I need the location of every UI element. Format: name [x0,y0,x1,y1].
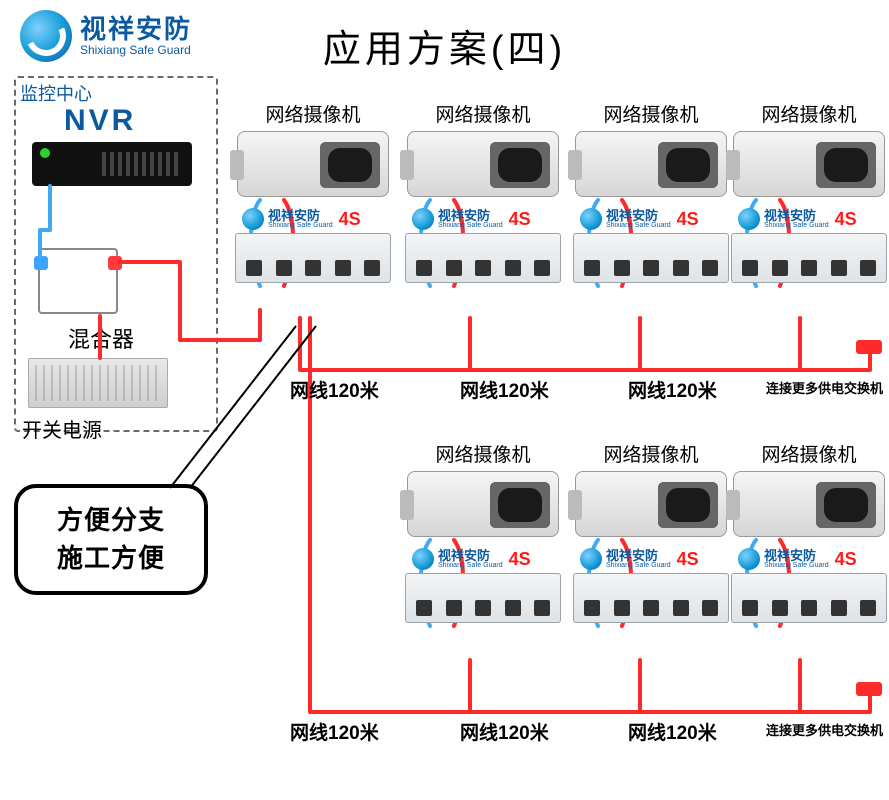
switch-brand: 视祥安防Shixiang Safe Guard 4S [412,548,531,570]
camera-icon [575,131,727,197]
link-label: 网线120米 [290,376,379,403]
brand-logo-icon [738,208,760,230]
cable-end-plug [856,682,882,696]
switch-brand: 视祥安防Shixiang Safe Guard 4S [738,548,857,570]
camera-label: 网络摄像机 [230,100,396,127]
monitoring-center-label: 监控中心 [20,80,92,106]
poe-switch: 视祥安防Shixiang Safe Guard4S [731,233,887,283]
nvr-device [32,142,192,186]
nvr-label: NVR [64,104,136,138]
switch-brand-cn: 视祥安防 [606,549,671,562]
switch-model: 4S [835,209,857,230]
camera-switch-unit: 网络摄像机视祥安防Shixiang Safe Guard 4S [568,100,734,283]
callout-line2: 施工方便 [28,540,194,578]
switch-brand: 视祥安防Shixiang Safe Guard 4S [580,548,699,570]
switch-ports [246,260,380,276]
poe-switch: 视祥安防Shixiang Safe Guard4S [573,233,729,283]
switch-brand-cn: 视祥安防 [438,549,503,562]
camera-switch-unit: 网络摄像机视祥安防Shixiang Safe Guard 4S [726,100,889,283]
camera-label: 网络摄像机 [568,100,734,127]
camera-label: 网络摄像机 [400,440,566,467]
switch-model: 4S [339,209,361,230]
switch-brand-cn: 视祥安防 [438,209,503,222]
switch-brand: 视祥安防Shixiang Safe Guard 4S [738,208,857,230]
camera-icon [237,131,389,197]
brand-logo-icon [412,208,434,230]
page-title: 应用方案(四) [0,18,889,73]
camera-switch-unit: 网络摄像机视祥安防Shixiang Safe Guard 4S [400,440,566,623]
brand-logo-icon [580,548,602,570]
camera-switch-unit: 网络摄像机视祥安防Shixiang Safe Guard 4S [400,100,566,283]
link-label: 网线120米 [460,376,549,403]
cable-end-plug [856,340,882,354]
switch-model: 4S [677,209,699,230]
switch-ports [416,260,550,276]
psu-label: 开关电源 [22,414,102,443]
link-label: 网线120米 [290,718,379,745]
camera-switch-unit: 网络摄像机视祥安防Shixiang Safe Guard 4S [230,100,396,283]
brand-logo-icon [242,208,264,230]
switch-brand-cn: 视祥安防 [606,209,671,222]
camera-icon [575,471,727,537]
poe-switch: 视祥安防Shixiang Safe Guard4S [235,233,391,283]
switch-model: 4S [509,209,531,230]
poe-switch: 视祥安防Shixiang Safe Guard4S [405,233,561,283]
switch-ports [584,260,718,276]
camera-icon [733,131,885,197]
callout-line1: 方便分支 [28,502,194,540]
camera-label: 网络摄像机 [568,440,734,467]
poe-switch: 视祥安防Shixiang Safe Guard4S [405,573,561,623]
brand-logo-icon [580,208,602,230]
brand-logo-icon [412,548,434,570]
switch-model: 4S [509,549,531,570]
camera-label: 网络摄像机 [726,440,889,467]
switch-model: 4S [835,549,857,570]
switch-brand: 视祥安防Shixiang Safe Guard 4S [242,208,361,230]
switch-brand-en: Shixiang Safe Guard [606,562,671,569]
more-switches-label: 连接更多供电交换机 [766,378,883,397]
camera-icon [407,131,559,197]
switch-ports [742,260,876,276]
camera-label: 网络摄像机 [726,100,889,127]
switch-model: 4S [677,549,699,570]
mixer-device [38,248,118,314]
switch-brand-en: Shixiang Safe Guard [438,222,503,229]
poe-switch: 视祥安防Shixiang Safe Guard4S [731,573,887,623]
switch-brand-en: Shixiang Safe Guard [438,562,503,569]
camera-label: 网络摄像机 [400,100,566,127]
link-label: 网线120米 [628,376,717,403]
camera-icon [407,471,559,537]
camera-switch-unit: 网络摄像机视祥安防Shixiang Safe Guard 4S [568,440,734,623]
camera-switch-unit: 网络摄像机视祥安防Shixiang Safe Guard 4S [726,440,889,623]
switch-brand-en: Shixiang Safe Guard [268,222,333,229]
switch-brand-cn: 视祥安防 [764,549,829,562]
switch-brand-en: Shixiang Safe Guard [764,562,829,569]
switch-ports [416,600,550,616]
brand-logo-icon [738,548,760,570]
psu-device [28,358,168,408]
link-label: 网线120米 [628,718,717,745]
switch-brand: 视祥安防Shixiang Safe Guard 4S [412,208,531,230]
switch-brand-en: Shixiang Safe Guard [606,222,671,229]
link-label: 网线120米 [460,718,549,745]
switch-brand: 视祥安防Shixiang Safe Guard 4S [580,208,699,230]
switch-brand-cn: 视祥安防 [764,209,829,222]
camera-icon [733,471,885,537]
more-switches-label: 连接更多供电交换机 [766,720,883,739]
poe-switch: 视祥安防Shixiang Safe Guard4S [573,573,729,623]
callout-bubble: 方便分支 施工方便 [14,484,208,595]
mixer-label: 混合器 [68,322,134,354]
switch-ports [584,600,718,616]
switch-brand-cn: 视祥安防 [268,209,333,222]
switch-brand-en: Shixiang Safe Guard [764,222,829,229]
switch-ports [742,600,876,616]
